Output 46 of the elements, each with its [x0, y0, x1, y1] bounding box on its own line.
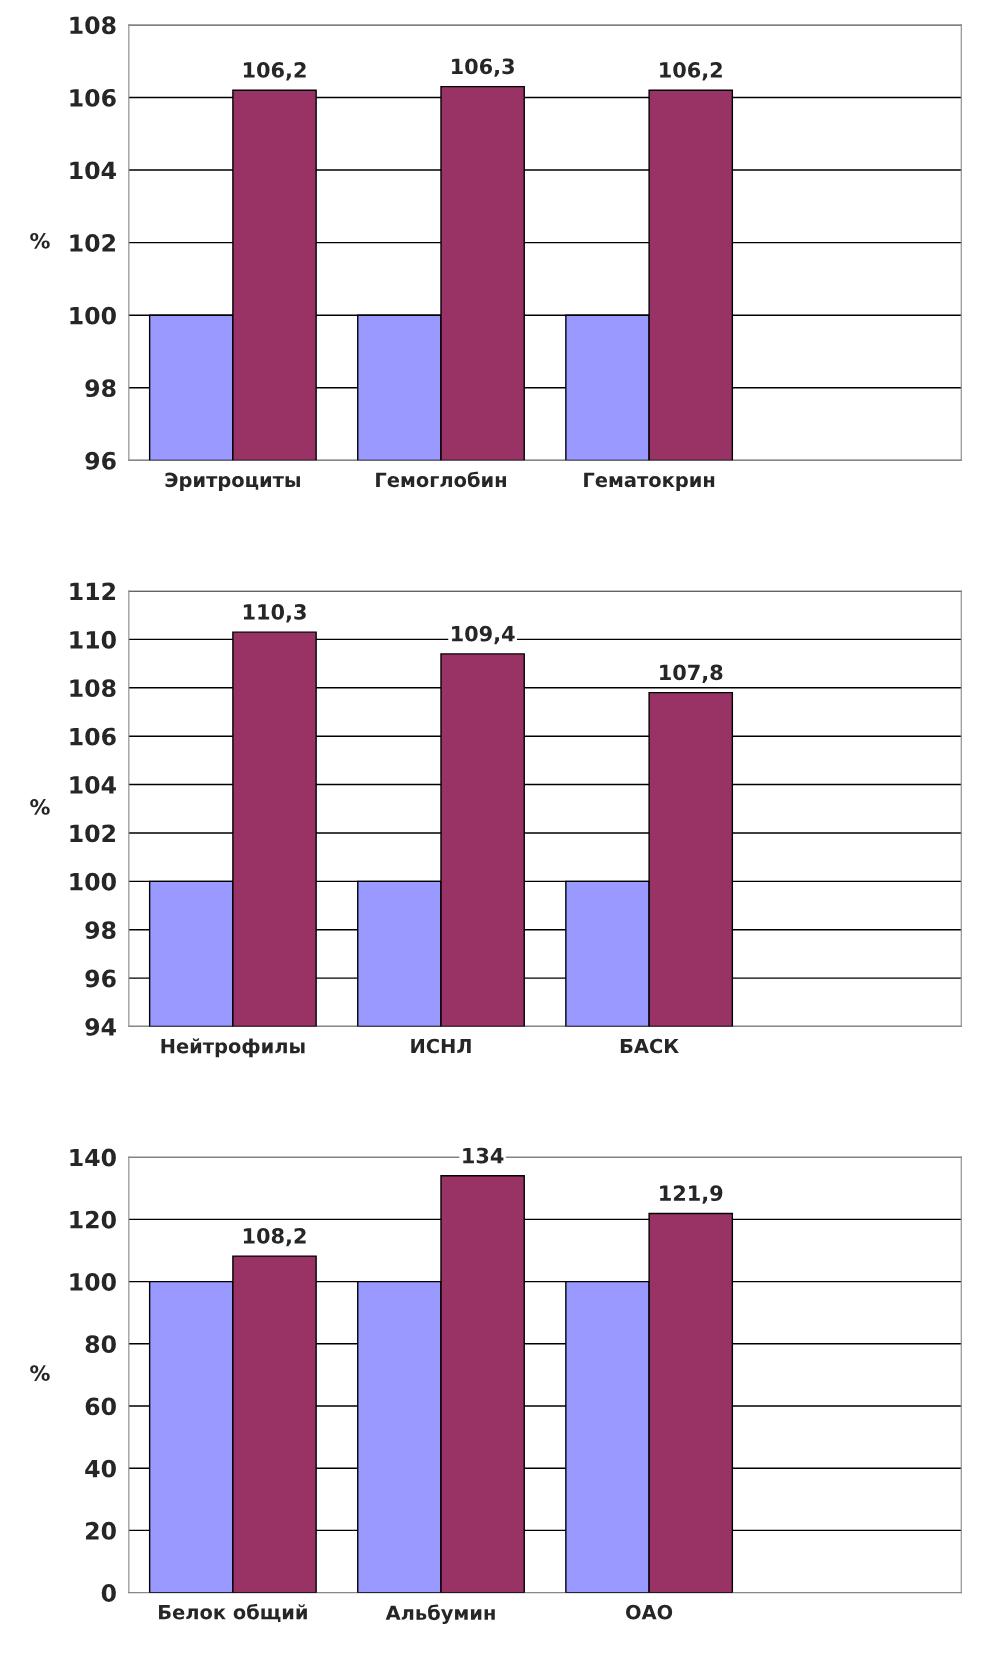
x-tick-label: ИСНЛ — [411, 1038, 471, 1054]
y-tick-label: 102 — [70, 234, 115, 252]
y-tick-label: 102 — [70, 824, 115, 843]
y-axis-title: % — [30, 799, 50, 815]
y-tick-label: 104 — [70, 161, 116, 180]
y-tick-label: 104 — [70, 776, 116, 794]
data-label: 110,3 — [243, 604, 306, 623]
y-tick-label: 106 — [70, 88, 116, 107]
y-tick-label: 98 — [85, 379, 116, 398]
y-tick-label: 108 — [70, 679, 116, 698]
y-tick-label: 20 — [86, 1521, 116, 1540]
data-label: 106,3 — [452, 58, 514, 77]
data-label: 134 — [463, 1147, 504, 1164]
x-tick-label: БАСК — [620, 1038, 679, 1054]
x-tick-label: Эритроциты — [165, 472, 300, 491]
data-label: 121,9 — [660, 1185, 723, 1204]
y-axis-title: % — [30, 1365, 50, 1381]
data-label: 108,2 — [243, 1227, 306, 1247]
x-tick-label: Нейтрофилы — [161, 1038, 305, 1058]
x-tick-label: Гемоглобин — [376, 471, 506, 488]
x-tick-label: ОАО — [626, 1604, 673, 1620]
data-label: 106,2 — [660, 62, 722, 81]
y-tick-label: 100 — [70, 306, 116, 325]
y-tick-label: 60 — [85, 1397, 116, 1416]
x-tick-label: Альбумин — [385, 1604, 495, 1625]
y-tick-label: 96 — [85, 451, 116, 470]
y-tick-label: 112 — [70, 582, 115, 600]
y-tick-label: 96 — [85, 969, 116, 988]
y-tick-label: 100 — [70, 1273, 116, 1291]
data-label: 107,8 — [660, 664, 723, 683]
y-tick-label: 108 — [70, 16, 116, 35]
y-tick-label: 110 — [70, 630, 116, 649]
y-tick-label: 140 — [70, 1148, 116, 1167]
y-tick-label: 98 — [85, 921, 116, 940]
data-label: 106,2 — [243, 62, 306, 81]
y-axis-title: % — [30, 232, 50, 249]
y-tick-label: 120 — [70, 1210, 116, 1229]
y-tick-label: 0 — [101, 1584, 116, 1602]
data-label: 109,4 — [452, 625, 515, 645]
y-tick-label: 100 — [70, 872, 116, 891]
x-tick-label: Белок общий — [159, 1603, 307, 1622]
y-tick-label: 80 — [85, 1335, 116, 1354]
y-tick-label: 94 — [85, 1017, 116, 1036]
y-tick-label: 40 — [85, 1459, 116, 1478]
y-tick-label: 106 — [70, 727, 116, 746]
x-tick-label: Гематокрин — [584, 472, 715, 491]
